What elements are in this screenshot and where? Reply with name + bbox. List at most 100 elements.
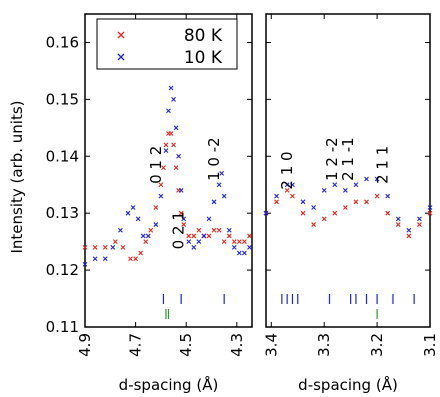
hkl-annotation: 2 1 1	[373, 146, 391, 184]
y-axis-label: Intensity (arb. units)	[8, 100, 26, 253]
legend-marker	[117, 53, 125, 61]
x-tick-label: 3.3	[315, 333, 333, 357]
x-tick-label: 3.4	[262, 333, 280, 357]
data-point	[181, 216, 187, 222]
hkl-annotation: 2 1 0	[278, 151, 296, 189]
data-point	[417, 222, 422, 227]
data-point	[206, 216, 212, 222]
data-point	[176, 153, 182, 159]
data-point	[226, 233, 232, 239]
data-point	[161, 165, 166, 171]
data-point	[236, 250, 242, 256]
data-point	[284, 188, 290, 193]
data-point	[125, 210, 131, 216]
data-point	[138, 250, 144, 256]
data-point	[201, 233, 207, 239]
data-point	[163, 148, 169, 153]
data-point	[247, 244, 252, 250]
data-point	[219, 170, 225, 176]
data-point	[145, 233, 151, 239]
x-tick-label: 4.5	[177, 333, 195, 357]
data-point	[112, 239, 118, 245]
data-point	[236, 239, 242, 245]
data-point	[186, 233, 192, 239]
data-point	[395, 216, 401, 222]
data-point	[168, 85, 174, 91]
data-point	[247, 233, 252, 239]
data-point	[143, 239, 149, 245]
data-point	[332, 182, 338, 188]
data-point	[231, 244, 237, 250]
y-tick-label: 0.12	[46, 261, 79, 279]
data-point	[226, 227, 232, 233]
data-point	[353, 199, 359, 205]
data-point	[211, 199, 217, 205]
data-point	[158, 182, 164, 188]
data-point	[395, 222, 401, 227]
data-point	[364, 176, 369, 182]
hkl-annotation: 1 0 -2	[205, 137, 223, 181]
data-point	[110, 244, 116, 250]
data-point	[171, 96, 176, 102]
y-tick-label: 0.14	[46, 147, 79, 165]
hkl-annotation: 0 1 2	[147, 146, 165, 184]
data-point	[173, 165, 179, 171]
data-point	[342, 188, 348, 193]
data-point	[191, 244, 197, 250]
legend-label: 80 K	[184, 26, 223, 46]
y-tick-label: 0.16	[46, 33, 79, 51]
data-point	[173, 125, 179, 131]
data-point	[242, 250, 247, 256]
data-point	[311, 205, 317, 210]
data-point	[186, 239, 192, 245]
data-point	[128, 256, 133, 262]
data-point	[300, 199, 306, 205]
data-point	[427, 205, 433, 210]
data-point	[82, 244, 88, 250]
data-point	[153, 205, 159, 210]
data-point	[102, 256, 108, 262]
data-point	[353, 182, 359, 188]
data-point	[406, 227, 412, 233]
data-point	[148, 227, 154, 233]
data-point	[130, 205, 136, 210]
data-point	[274, 193, 279, 199]
plot-frame	[265, 13, 431, 328]
x-tick-label: 4.9	[76, 333, 94, 357]
data-point	[385, 193, 391, 199]
data-point	[135, 216, 141, 222]
data-point	[342, 205, 348, 210]
data-point	[181, 222, 187, 227]
data-point	[168, 131, 174, 136]
data-point	[82, 262, 88, 267]
x-tick-label: 4.7	[127, 333, 145, 357]
data-point	[163, 142, 169, 148]
legend-marker	[117, 31, 125, 39]
data-point	[231, 239, 237, 245]
data-point	[242, 239, 247, 245]
data-point	[332, 210, 338, 216]
data-point	[374, 176, 380, 182]
data-point	[300, 210, 306, 216]
data-point	[221, 239, 227, 245]
data-point	[385, 210, 391, 216]
data-point	[92, 256, 98, 262]
panel-left: 0.11 0.12 0.13 0.14 0.15 0.16 4.9 4.7 4.5 4.3 d-sp…	[46, 13, 253, 394]
data-point	[216, 182, 222, 188]
data-point	[321, 188, 327, 193]
data-point	[290, 182, 295, 188]
hkl-annotation: 0 2 1	[170, 211, 188, 249]
data-point	[166, 108, 171, 114]
data-point	[120, 244, 126, 250]
data-point	[102, 244, 108, 250]
data-point	[211, 227, 217, 233]
x-axis-label: d-spacing (Å)	[298, 375, 398, 394]
data-point	[263, 210, 269, 216]
plot-frame	[84, 13, 253, 328]
y-tick-label: 0.13	[46, 204, 79, 222]
data-point	[417, 216, 422, 222]
data-point	[284, 182, 290, 188]
data-point	[374, 193, 380, 199]
data-point	[290, 193, 295, 199]
